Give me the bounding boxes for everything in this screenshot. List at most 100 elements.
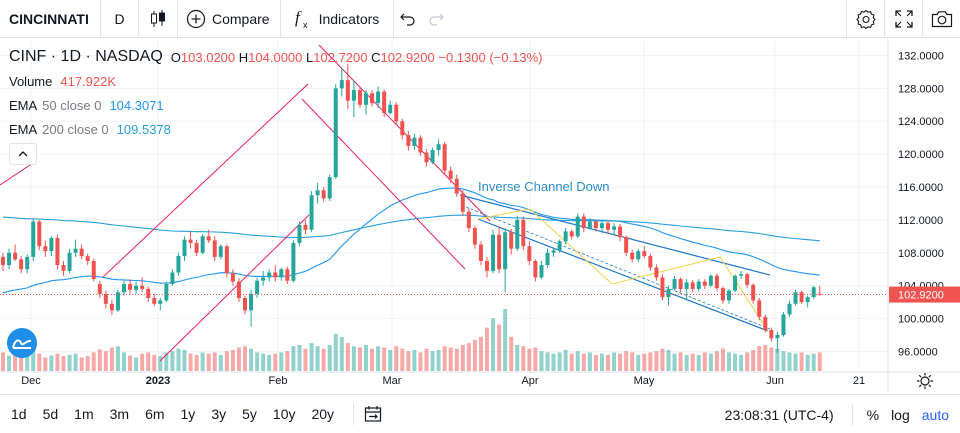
- price-axis[interactable]: 132.0000 128.0000 124.0000 120.0000 116.0000…: [0, 50, 960, 358]
- indicators-button[interactable]: f x Indicators: [281, 0, 395, 38]
- range-button-1d[interactable]: 1d: [11, 406, 27, 422]
- candle[interactable]: [781, 311, 786, 337]
- candle[interactable]: [684, 279, 689, 301]
- legend-ema200-row[interactable]: EMA 200 close 0 109.5378: [9, 117, 542, 141]
- candle[interactable]: [509, 228, 514, 255]
- candle[interactable]: [672, 275, 677, 291]
- candle[interactable]: [636, 248, 641, 262]
- candle[interactable]: [775, 331, 780, 354]
- legend-volume-row[interactable]: Volume 417.922K: [9, 69, 542, 93]
- candle[interactable]: [612, 223, 617, 235]
- candle[interactable]: [805, 295, 810, 308]
- candle[interactable]: [648, 253, 653, 271]
- candle[interactable]: [618, 224, 623, 242]
- candle[interactable]: [194, 239, 199, 257]
- candle[interactable]: [757, 298, 762, 321]
- candle[interactable]: [176, 252, 181, 276]
- candle[interactable]: [285, 266, 290, 285]
- candle[interactable]: [128, 279, 133, 294]
- candle[interactable]: [115, 289, 120, 312]
- candle[interactable]: [31, 218, 36, 261]
- range-button-1m[interactable]: 1m: [74, 406, 94, 422]
- candle[interactable]: [249, 289, 254, 327]
- candle[interactable]: [279, 267, 284, 281]
- candle[interactable]: [206, 229, 211, 243]
- candle[interactable]: [690, 279, 695, 293]
- chart-type-button[interactable]: [139, 0, 178, 38]
- pitchfork-line[interactable]: [159, 214, 310, 362]
- candle[interactable]: [7, 248, 12, 270]
- candle[interactable]: [696, 279, 701, 292]
- candle[interactable]: [799, 290, 804, 304]
- candle[interactable]: [303, 219, 308, 234]
- candle[interactable]: [720, 286, 725, 304]
- candle[interactable]: [357, 86, 362, 109]
- candle[interactable]: [170, 269, 175, 286]
- candle[interactable]: [593, 219, 598, 232]
- ema200-line[interactable]: [2, 214, 820, 242]
- candle[interactable]: [134, 281, 139, 294]
- chart-area[interactable]: CINF · 1D · NASDAQ O103.0200 H104.0000 L…: [0, 39, 960, 393]
- candle[interactable]: [466, 208, 471, 233]
- pitchfork-line[interactable]: [301, 98, 466, 270]
- candle[interactable]: [243, 295, 247, 315]
- candle[interactable]: [122, 280, 126, 296]
- range-button-10y[interactable]: 10y: [272, 406, 296, 422]
- channel-mid-line[interactable]: [465, 206, 771, 330]
- price-chart-svg[interactable]: 132.0000 128.0000 124.0000 120.0000 116.0000…: [0, 39, 960, 393]
- candle[interactable]: [321, 187, 326, 202]
- candle[interactable]: [19, 256, 24, 274]
- candle[interactable]: [67, 248, 72, 274]
- candle[interactable]: [569, 229, 574, 240]
- candle[interactable]: [497, 226, 502, 274]
- range-button-3y[interactable]: 3y: [211, 406, 227, 422]
- candle[interactable]: [654, 264, 659, 281]
- candle[interactable]: [49, 236, 54, 257]
- candle[interactable]: [539, 261, 544, 280]
- symbol-search-button[interactable]: CINCINNATI: [0, 0, 101, 38]
- candle[interactable]: [182, 236, 187, 261]
- candle[interactable]: [273, 265, 278, 282]
- candle[interactable]: [472, 225, 477, 249]
- candle[interactable]: [200, 233, 205, 255]
- candle[interactable]: [448, 166, 453, 183]
- auto-scale-button[interactable]: auto: [921, 406, 949, 423]
- candle[interactable]: [376, 86, 381, 109]
- pitchfork-line[interactable]: [0, 162, 34, 186]
- tradingview-logo-icon[interactable]: [7, 328, 37, 358]
- redo-button[interactable]: [422, 0, 450, 38]
- legend-collapse-button[interactable]: [9, 143, 37, 165]
- candle[interactable]: [563, 228, 568, 245]
- candle[interactable]: [678, 277, 683, 293]
- candle[interactable]: [188, 231, 193, 249]
- interval-button[interactable]: D: [101, 0, 139, 38]
- candle[interactable]: [714, 273, 719, 292]
- candle[interactable]: [436, 139, 441, 156]
- candle[interactable]: [43, 240, 48, 257]
- candle[interactable]: [267, 269, 272, 282]
- candle[interactable]: [230, 269, 235, 286]
- candle[interactable]: [787, 300, 792, 317]
- ema50-line[interactable]: [2, 187, 820, 294]
- candle[interactable]: [109, 299, 114, 316]
- candle[interactable]: [103, 290, 108, 309]
- range-button-5y[interactable]: 5y: [242, 406, 257, 422]
- candle[interactable]: [521, 216, 526, 251]
- candle[interactable]: [702, 279, 707, 289]
- candle[interactable]: [25, 254, 30, 274]
- candle[interactable]: [491, 229, 496, 274]
- candle[interactable]: [478, 241, 483, 266]
- candle[interactable]: [454, 174, 459, 197]
- candle[interactable]: [85, 253, 90, 266]
- candle[interactable]: [575, 213, 580, 238]
- candle[interactable]: [581, 213, 586, 233]
- candle[interactable]: [351, 80, 356, 118]
- candle[interactable]: [630, 249, 635, 263]
- candle[interactable]: [485, 256, 489, 278]
- candle[interactable]: [606, 220, 610, 234]
- candle[interactable]: [430, 147, 435, 164]
- candle[interactable]: [261, 270, 266, 286]
- candle[interactable]: [164, 281, 169, 303]
- candle[interactable]: [587, 218, 592, 230]
- candle[interactable]: [152, 293, 157, 307]
